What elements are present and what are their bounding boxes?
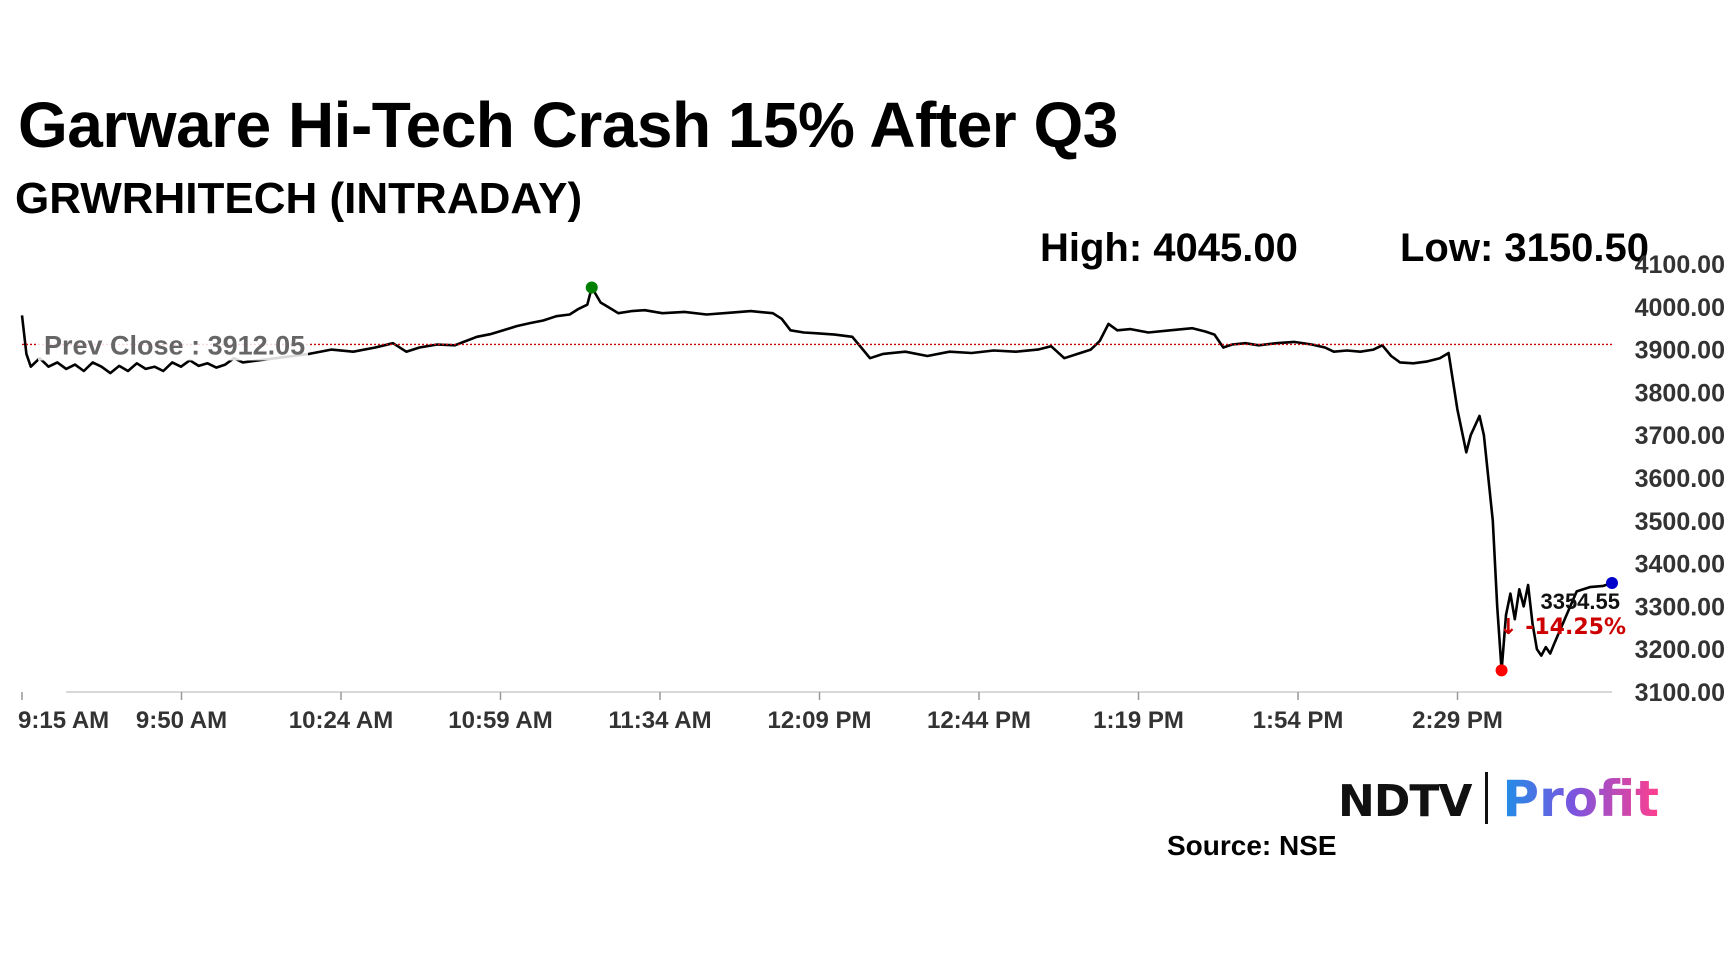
y-tick-label: 3700.00	[1635, 422, 1725, 450]
price-line	[1553, 581, 1613, 644]
change-percent-label: ↓ -14.25%	[1499, 615, 1626, 640]
chart-title: Garware Hi-Tech Crash 15% After Q3	[18, 89, 1118, 161]
x-tick-label: 10:24 AM	[289, 707, 393, 734]
chart-subtitle: GRWRHITECH (INTRADAY)	[15, 174, 583, 223]
profit-wordmark: Profit	[1502, 770, 1660, 828]
x-tick-label: 9:50 AM	[136, 707, 227, 734]
last-price-label: 3354.55	[1540, 589, 1620, 614]
x-tick-label: 12:44 PM	[927, 707, 1031, 734]
price-series	[20, 286, 1613, 672]
x-tick-label: 11:34 AM	[608, 707, 711, 734]
day-high-marker	[585, 281, 598, 294]
y-tick-label: 3200.00	[1635, 636, 1725, 664]
x-tick-label: 10:59 AM	[448, 707, 552, 734]
y-tick-label: 3300.00	[1635, 593, 1725, 621]
price-line	[20, 286, 1556, 672]
y-tick-label: 4100.00	[1635, 251, 1725, 279]
x-tick-label: 2:29 PM	[1412, 707, 1503, 734]
y-tick-label: 3600.00	[1635, 465, 1725, 493]
prev-close-label-bg	[38, 322, 308, 361]
y-tick-label: 4000.00	[1635, 294, 1725, 322]
ndtv-profit-logo: NDTV Profit	[1338, 770, 1659, 830]
logo-separator	[1485, 772, 1489, 824]
source-note: Source: NSE	[1167, 830, 1337, 861]
y-tick-label: 3900.00	[1635, 337, 1725, 365]
y-tick-label: 3400.00	[1635, 551, 1725, 579]
day-high-stat: High: 4045.00	[1040, 226, 1298, 270]
last-marker	[1606, 577, 1618, 590]
y-tick-label: 3500.00	[1635, 508, 1725, 536]
y-tick-label: 3800.00	[1635, 379, 1725, 407]
x-tick-label: 9:15 AM	[18, 707, 109, 734]
x-tick-label: 1:19 PM	[1093, 707, 1184, 734]
y-tick-label: 3100.00	[1635, 679, 1725, 707]
x-tick-label: 12:09 PM	[767, 707, 871, 734]
axes: 9:15 AM 9:50 AM 10:24 AM 10:59 AM 11:34 AM 12…	[18, 251, 1725, 734]
day-low-stat: Low: 3150.50	[1400, 226, 1650, 270]
x-tick-label: 1:54 PM	[1253, 707, 1344, 734]
day-low-marker	[1495, 664, 1508, 677]
prev-close-label: Prev Close : 3912.05	[44, 330, 305, 360]
ndtv-wordmark: NDTV	[1338, 776, 1472, 827]
chart-overlays: Prev Close : 3912.05 3354.55↓ -14.25%	[22, 281, 1626, 677]
